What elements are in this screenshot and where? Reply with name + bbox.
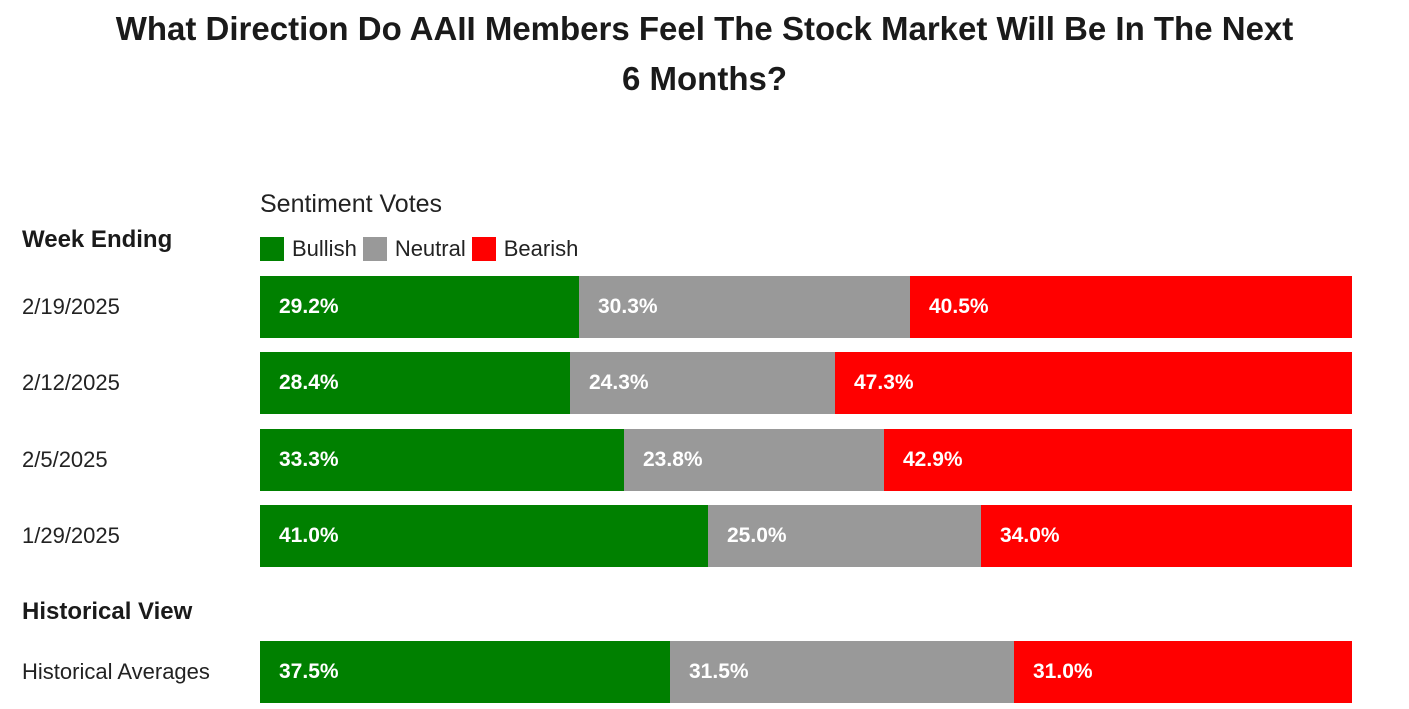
legend-title: Sentiment Votes — [260, 190, 443, 218]
historical-view-header: Historical View — [22, 598, 193, 625]
row-label-0: 2/19/2025 — [22, 294, 120, 319]
bar-segment-neutral-3: 25.0% — [708, 505, 981, 567]
data-label-neutral-historical: 31.5% — [689, 660, 749, 683]
row-label-historical: Historical Averages — [22, 659, 210, 684]
chart-title-line-2: 6 Months? — [622, 60, 787, 97]
data-label-bullish-historical: 37.5% — [279, 660, 339, 683]
bar-segment-bearish-0: 40.5% — [910, 276, 1352, 338]
legend-item-bullish: Bullish — [260, 236, 357, 262]
legend: Bullish Neutral Bearish — [260, 236, 584, 262]
legend-label-neutral: Neutral — [394, 236, 466, 261]
bar-segment-neutral-historical: 31.5% — [670, 641, 1014, 703]
data-label-neutral-2: 23.8% — [643, 448, 703, 471]
bar-segment-bearish-1: 47.3% — [835, 352, 1352, 414]
bar-segment-bullish-1: 28.4% — [260, 352, 570, 414]
data-label-bearish-2: 42.9% — [903, 448, 963, 471]
bar-segment-bullish-0: 29.2% — [260, 276, 579, 338]
data-label-bullish-1: 28.4% — [279, 371, 339, 394]
week-ending-header: Week Ending — [22, 226, 173, 253]
bar-segment-neutral-1: 24.3% — [570, 352, 835, 414]
data-label-bearish-historical: 31.0% — [1033, 660, 1093, 683]
legend-label-bullish: Bullish — [292, 236, 357, 261]
data-label-bullish-0: 29.2% — [279, 295, 339, 318]
legend-swatch-neutral — [362, 237, 387, 261]
chart-title: What Direction Do AAII Members Feel The … — [0, 4, 1409, 104]
legend-swatch-bullish — [260, 237, 284, 261]
row-label-3: 1/29/2025 — [22, 523, 120, 548]
chart-title-line-1: What Direction Do AAII Members Feel The … — [115, 10, 1294, 47]
data-label-bullish-3: 41.0% — [279, 524, 339, 547]
bar-segment-bearish-3: 34.0% — [981, 505, 1352, 567]
data-label-bullish-2: 33.3% — [279, 448, 339, 471]
row-label-1: 2/12/2025 — [22, 370, 120, 395]
legend-item-bearish: Bearish — [471, 236, 579, 262]
data-label-neutral-1: 24.3% — [589, 371, 649, 394]
bar-segment-bearish-historical: 31.0% — [1014, 641, 1352, 703]
legend-label-bearish: Bearish — [503, 236, 579, 261]
bar-segment-bearish-2: 42.9% — [884, 429, 1352, 491]
legend-item-neutral: Neutral — [362, 236, 466, 262]
bar-segment-bullish-historical: 37.5% — [260, 641, 670, 703]
data-label-bearish-3: 34.0% — [1000, 524, 1060, 547]
data-label-neutral-0: 30.3% — [598, 295, 658, 318]
row-label-2: 2/5/2025 — [22, 447, 108, 472]
data-label-neutral-3: 25.0% — [727, 524, 787, 547]
legend-swatch-bearish — [471, 237, 496, 261]
data-label-bearish-1: 47.3% — [854, 371, 914, 394]
bar-segment-bullish-2: 33.3% — [260, 429, 624, 491]
bar-segment-neutral-2: 23.8% — [624, 429, 884, 491]
bar-segment-bullish-3: 41.0% — [260, 505, 708, 567]
bar-segment-neutral-0: 30.3% — [579, 276, 910, 338]
data-label-bearish-0: 40.5% — [929, 295, 989, 318]
